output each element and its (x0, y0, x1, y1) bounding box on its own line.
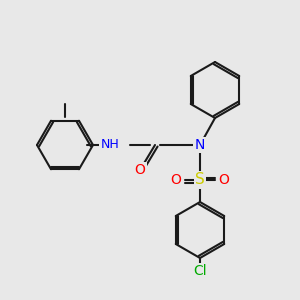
Text: O: O (171, 173, 182, 187)
Text: NH: NH (100, 139, 119, 152)
Text: O: O (135, 163, 146, 177)
Text: Cl: Cl (193, 264, 207, 278)
Text: O: O (219, 173, 230, 187)
Text: S: S (195, 172, 205, 188)
Text: N: N (195, 138, 205, 152)
